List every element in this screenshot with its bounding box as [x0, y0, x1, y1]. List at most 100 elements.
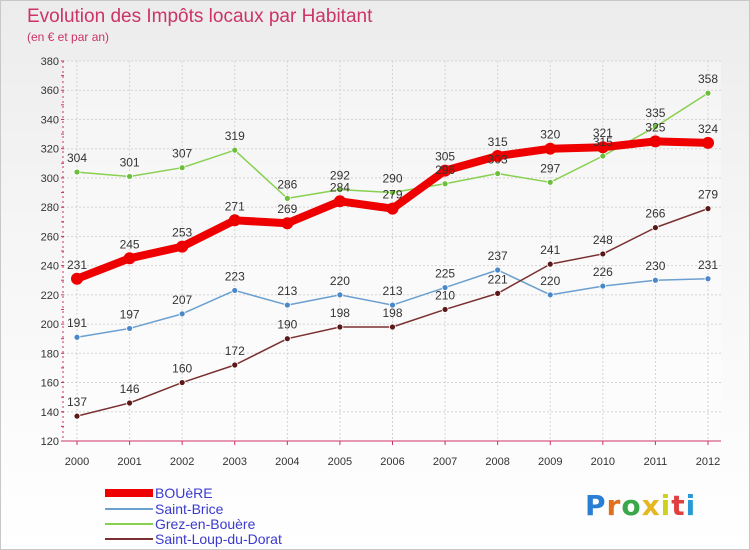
data-label: 303	[488, 153, 508, 167]
data-point	[281, 217, 294, 230]
data-label: 296	[435, 163, 455, 177]
data-label: 190	[277, 318, 297, 332]
data-point	[73, 168, 81, 176]
data-point	[333, 195, 346, 208]
y-tick-label: 140	[41, 407, 59, 419]
x-tick-label: 2004	[275, 456, 299, 468]
x-tick-label: 2002	[170, 456, 194, 468]
data-label: 213	[382, 284, 402, 298]
data-label: 307	[172, 147, 192, 161]
logo-letter: i	[685, 489, 697, 522]
data-point	[389, 301, 396, 309]
data-label: 221	[488, 272, 508, 286]
data-point	[176, 240, 189, 253]
y-tick-label: 300	[41, 173, 59, 185]
data-point	[126, 173, 133, 180]
data-point	[546, 291, 554, 299]
data-point	[126, 325, 133, 332]
data-point	[652, 123, 659, 131]
logo-letter: x	[641, 489, 661, 522]
legend-swatch-saint-loup-du-dorat	[105, 538, 153, 540]
data-point	[441, 306, 449, 313]
data-label: 319	[225, 129, 245, 143]
x-tick-label: 2008	[485, 456, 509, 468]
data-label: 315	[488, 135, 508, 149]
data-label: 226	[593, 265, 613, 279]
data-label: 279	[698, 188, 718, 202]
data-point	[494, 289, 502, 297]
data-label: 241	[540, 243, 560, 257]
data-label: 198	[382, 306, 402, 320]
data-point	[599, 250, 607, 258]
data-point	[71, 272, 83, 285]
data-point	[704, 205, 712, 213]
data-point	[494, 266, 502, 274]
data-label: 266	[645, 207, 665, 221]
y-tick-label: 320	[41, 144, 59, 156]
data-point	[283, 194, 291, 202]
y-tick-label: 260	[41, 231, 59, 243]
data-point	[178, 310, 186, 318]
y-tick-label: 180	[41, 348, 59, 360]
data-label: 321	[593, 126, 613, 140]
data-label: 220	[540, 274, 560, 288]
data-point	[389, 323, 396, 331]
data-point	[546, 178, 554, 186]
data-label: 279	[382, 188, 402, 202]
legend-swatch-saint-brice	[105, 508, 153, 510]
x-tick-label: 2009	[538, 456, 562, 468]
data-label: 269	[277, 202, 297, 216]
x-tick-label: 2007	[433, 456, 457, 468]
data-point	[283, 335, 291, 343]
data-label: 137	[67, 395, 87, 409]
data-point	[231, 146, 239, 154]
data-label: 325	[645, 120, 665, 134]
chart-title: Evolution des Impôts locaux par Habitant	[27, 6, 373, 27]
legend-label-saint-brice: Saint-Brice	[155, 501, 224, 517]
data-point	[599, 282, 607, 290]
data-point	[336, 291, 344, 299]
data-label: 320	[540, 128, 560, 142]
y-tick-label: 380	[41, 56, 59, 68]
logo-letter: o	[621, 489, 642, 522]
data-label: 207	[172, 293, 192, 307]
data-label: 290	[382, 172, 402, 186]
legend-label-grez-en-bouere: Grez-en-Bouère	[155, 516, 256, 532]
data-label: 220	[330, 274, 350, 288]
x-tick-label: 2003	[223, 456, 247, 468]
data-label: 271	[225, 199, 245, 213]
data-label: 315	[593, 135, 613, 149]
data-point	[283, 301, 291, 309]
data-label: 286	[277, 177, 297, 191]
data-point	[702, 136, 714, 149]
data-point	[231, 361, 239, 369]
data-point	[494, 170, 502, 177]
x-tick-label: 2012	[696, 456, 720, 468]
data-point	[441, 180, 449, 188]
y-tick-label: 360	[41, 85, 59, 97]
y-tick-label: 160	[41, 378, 59, 390]
data-point	[336, 323, 344, 331]
data-label: 198	[330, 306, 350, 320]
data-point	[652, 224, 659, 232]
data-point	[652, 276, 659, 284]
x-tick-label: 2011	[644, 456, 668, 468]
logo-letter: t	[671, 489, 686, 522]
data-label: 248	[593, 233, 613, 247]
data-label: 191	[67, 316, 87, 330]
data-label: 324	[698, 122, 718, 136]
x-tick-label: 2000	[65, 456, 89, 468]
data-label: 297	[540, 161, 560, 175]
data-label: 213	[277, 284, 297, 298]
data-point	[73, 333, 81, 341]
data-label: 301	[120, 155, 140, 169]
data-label: 231	[67, 258, 87, 272]
data-label: 358	[698, 72, 718, 86]
data-label: 230	[645, 259, 665, 273]
data-point	[126, 399, 133, 407]
logo-letter: i	[660, 489, 672, 522]
logo-letter: r	[606, 489, 622, 522]
data-point	[336, 186, 344, 194]
